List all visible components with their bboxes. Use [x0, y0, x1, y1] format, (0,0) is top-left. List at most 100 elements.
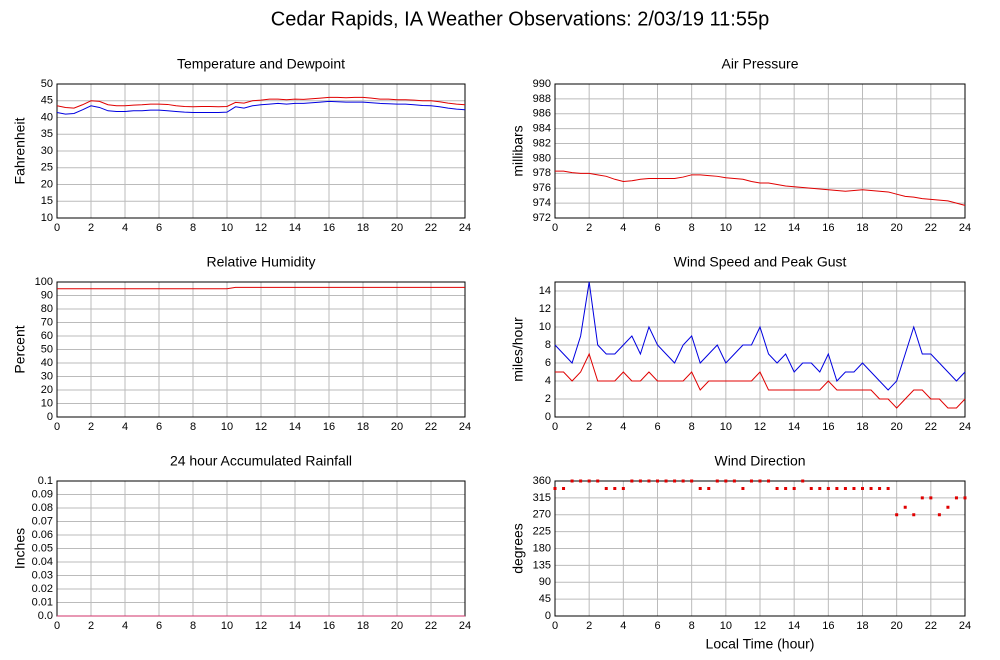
y-axis-label: Inches: [12, 528, 28, 569]
data-point: [852, 487, 856, 490]
x-tick-label: 2: [586, 222, 592, 234]
x-tick-label: 14: [289, 421, 301, 433]
chart-title: Wind Direction: [714, 453, 805, 469]
data-point: [698, 487, 702, 490]
x-tick-label: 14: [289, 620, 301, 632]
y-tick-label: 80: [41, 303, 53, 315]
y-tick-label: 30: [41, 145, 53, 157]
x-tick-label: 8: [689, 222, 695, 234]
x-tick-label: 20: [891, 620, 903, 632]
x-tick-label: 20: [391, 222, 403, 234]
x-tick-label: 20: [391, 421, 403, 433]
x-tick-label: 8: [689, 421, 695, 433]
data-point: [946, 505, 950, 509]
chart-title: Temperature and Dewpoint: [177, 56, 345, 72]
x-tick-label: 0: [54, 222, 60, 234]
y-axis-label: Percent: [12, 325, 28, 373]
x-tick-label: 22: [425, 421, 437, 433]
data-line: [56, 100, 466, 115]
data-point: [758, 479, 762, 483]
chart-panel: Wind Speed and Peak Gustmiles/hour024681…: [510, 254, 971, 433]
x-tick-label: 10: [221, 222, 233, 234]
y-tick-label: 986: [533, 108, 551, 120]
y-tick-label: 0.02: [32, 583, 53, 595]
data-point: [818, 487, 822, 490]
data-point: [954, 496, 958, 500]
data-point: [664, 479, 668, 483]
y-tick-label: 45: [41, 95, 53, 107]
data-point: [835, 487, 839, 490]
x-axis-label: Local Time (hour): [706, 636, 815, 652]
data-point: [826, 487, 830, 490]
data-point: [630, 479, 634, 483]
x-tick-label: 2: [586, 421, 592, 433]
y-tick-label: 984: [533, 123, 551, 135]
x-tick-label: 24: [959, 620, 971, 632]
x-tick-label: 0: [552, 222, 558, 234]
data-point: [809, 487, 813, 490]
y-axis-label: degrees: [510, 523, 526, 574]
data-point: [792, 487, 796, 490]
x-tick-label: 18: [357, 222, 369, 234]
data-point: [707, 487, 711, 490]
y-tick-label: 988: [533, 93, 551, 105]
data-line: [57, 286, 465, 290]
y-tick-label: 225: [533, 526, 551, 538]
y-tick-label: 0.05: [32, 542, 53, 554]
x-tick-label: 8: [689, 620, 695, 632]
x-tick-label: 24: [459, 421, 471, 433]
x-tick-label: 16: [822, 421, 834, 433]
y-tick-label: 0.07: [32, 515, 53, 527]
x-tick-label: 14: [788, 222, 800, 234]
y-tick-label: 360: [533, 475, 551, 487]
chart-panel: Temperature and Dewpoint Fahrenheit 10 15 20…: [12, 56, 471, 234]
y-tick-label: 15: [41, 195, 53, 207]
data-point: [647, 479, 651, 483]
y-tick-label: 0.06: [32, 529, 53, 541]
data-point: [903, 505, 907, 509]
y-tick-label: 45: [539, 593, 551, 605]
data-point: [562, 487, 566, 490]
y-tick-label: 10: [41, 212, 53, 224]
data-line: [555, 352, 966, 409]
x-tick-label: 14: [289, 222, 301, 234]
data-point: [579, 479, 583, 483]
data-point: [869, 487, 873, 490]
y-tick-label: 976: [533, 182, 551, 194]
y-tick-label: 2: [545, 393, 551, 405]
x-tick-label: 0: [552, 620, 558, 632]
x-tick-label: 12: [255, 421, 267, 433]
x-tick-label: 12: [754, 222, 766, 234]
y-tick-label: 0.03: [32, 569, 53, 581]
x-tick-label: 22: [425, 222, 437, 234]
x-tick-label: 18: [357, 421, 369, 433]
y-tick-label: 315: [533, 492, 551, 504]
x-tick-label: 12: [255, 620, 267, 632]
x-tick-label: 4: [620, 620, 626, 632]
y-tick-label: 0.04: [32, 556, 53, 568]
data-point: [937, 513, 941, 517]
y-tick-label: 180: [533, 542, 551, 554]
data-point: [656, 479, 659, 483]
data-point: [801, 479, 805, 483]
x-tick-label: 0: [552, 421, 558, 433]
y-tick-label: 0.1: [38, 475, 53, 487]
y-axis-label: miles/hour: [510, 317, 526, 382]
x-tick-label: 10: [720, 421, 732, 433]
x-tick-label: 12: [754, 620, 766, 632]
y-tick-label: 40: [41, 111, 53, 123]
y-tick-label: 30: [41, 370, 53, 382]
y-tick-label: 8: [545, 339, 551, 351]
y-tick-label: 10: [41, 397, 53, 409]
y-axis-label: Fahrenheit: [12, 117, 28, 184]
y-tick-label: 980: [533, 152, 551, 164]
y-tick-label: 20: [41, 178, 53, 190]
x-tick-label: 22: [425, 620, 437, 632]
data-point: [963, 496, 967, 500]
x-tick-label: 14: [788, 421, 800, 433]
x-tick-label: 20: [391, 620, 403, 632]
y-tick-label: 990: [533, 78, 551, 90]
x-tick-label: 16: [323, 222, 335, 234]
data-line: [554, 281, 966, 391]
data-point: [570, 479, 574, 483]
